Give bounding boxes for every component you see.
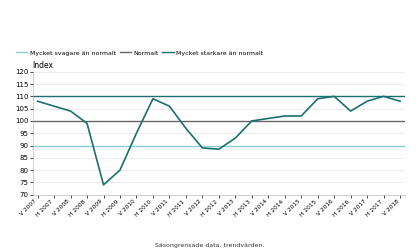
Text: Säsongrensade data, trendvärden.: Säsongrensade data, trendvärden. xyxy=(155,244,265,248)
Text: Index: Index xyxy=(33,62,54,70)
Legend: Mycket svagare än normalt, Normalt, Mycket starkare än normalt: Mycket svagare än normalt, Normalt, Myck… xyxy=(13,48,266,58)
